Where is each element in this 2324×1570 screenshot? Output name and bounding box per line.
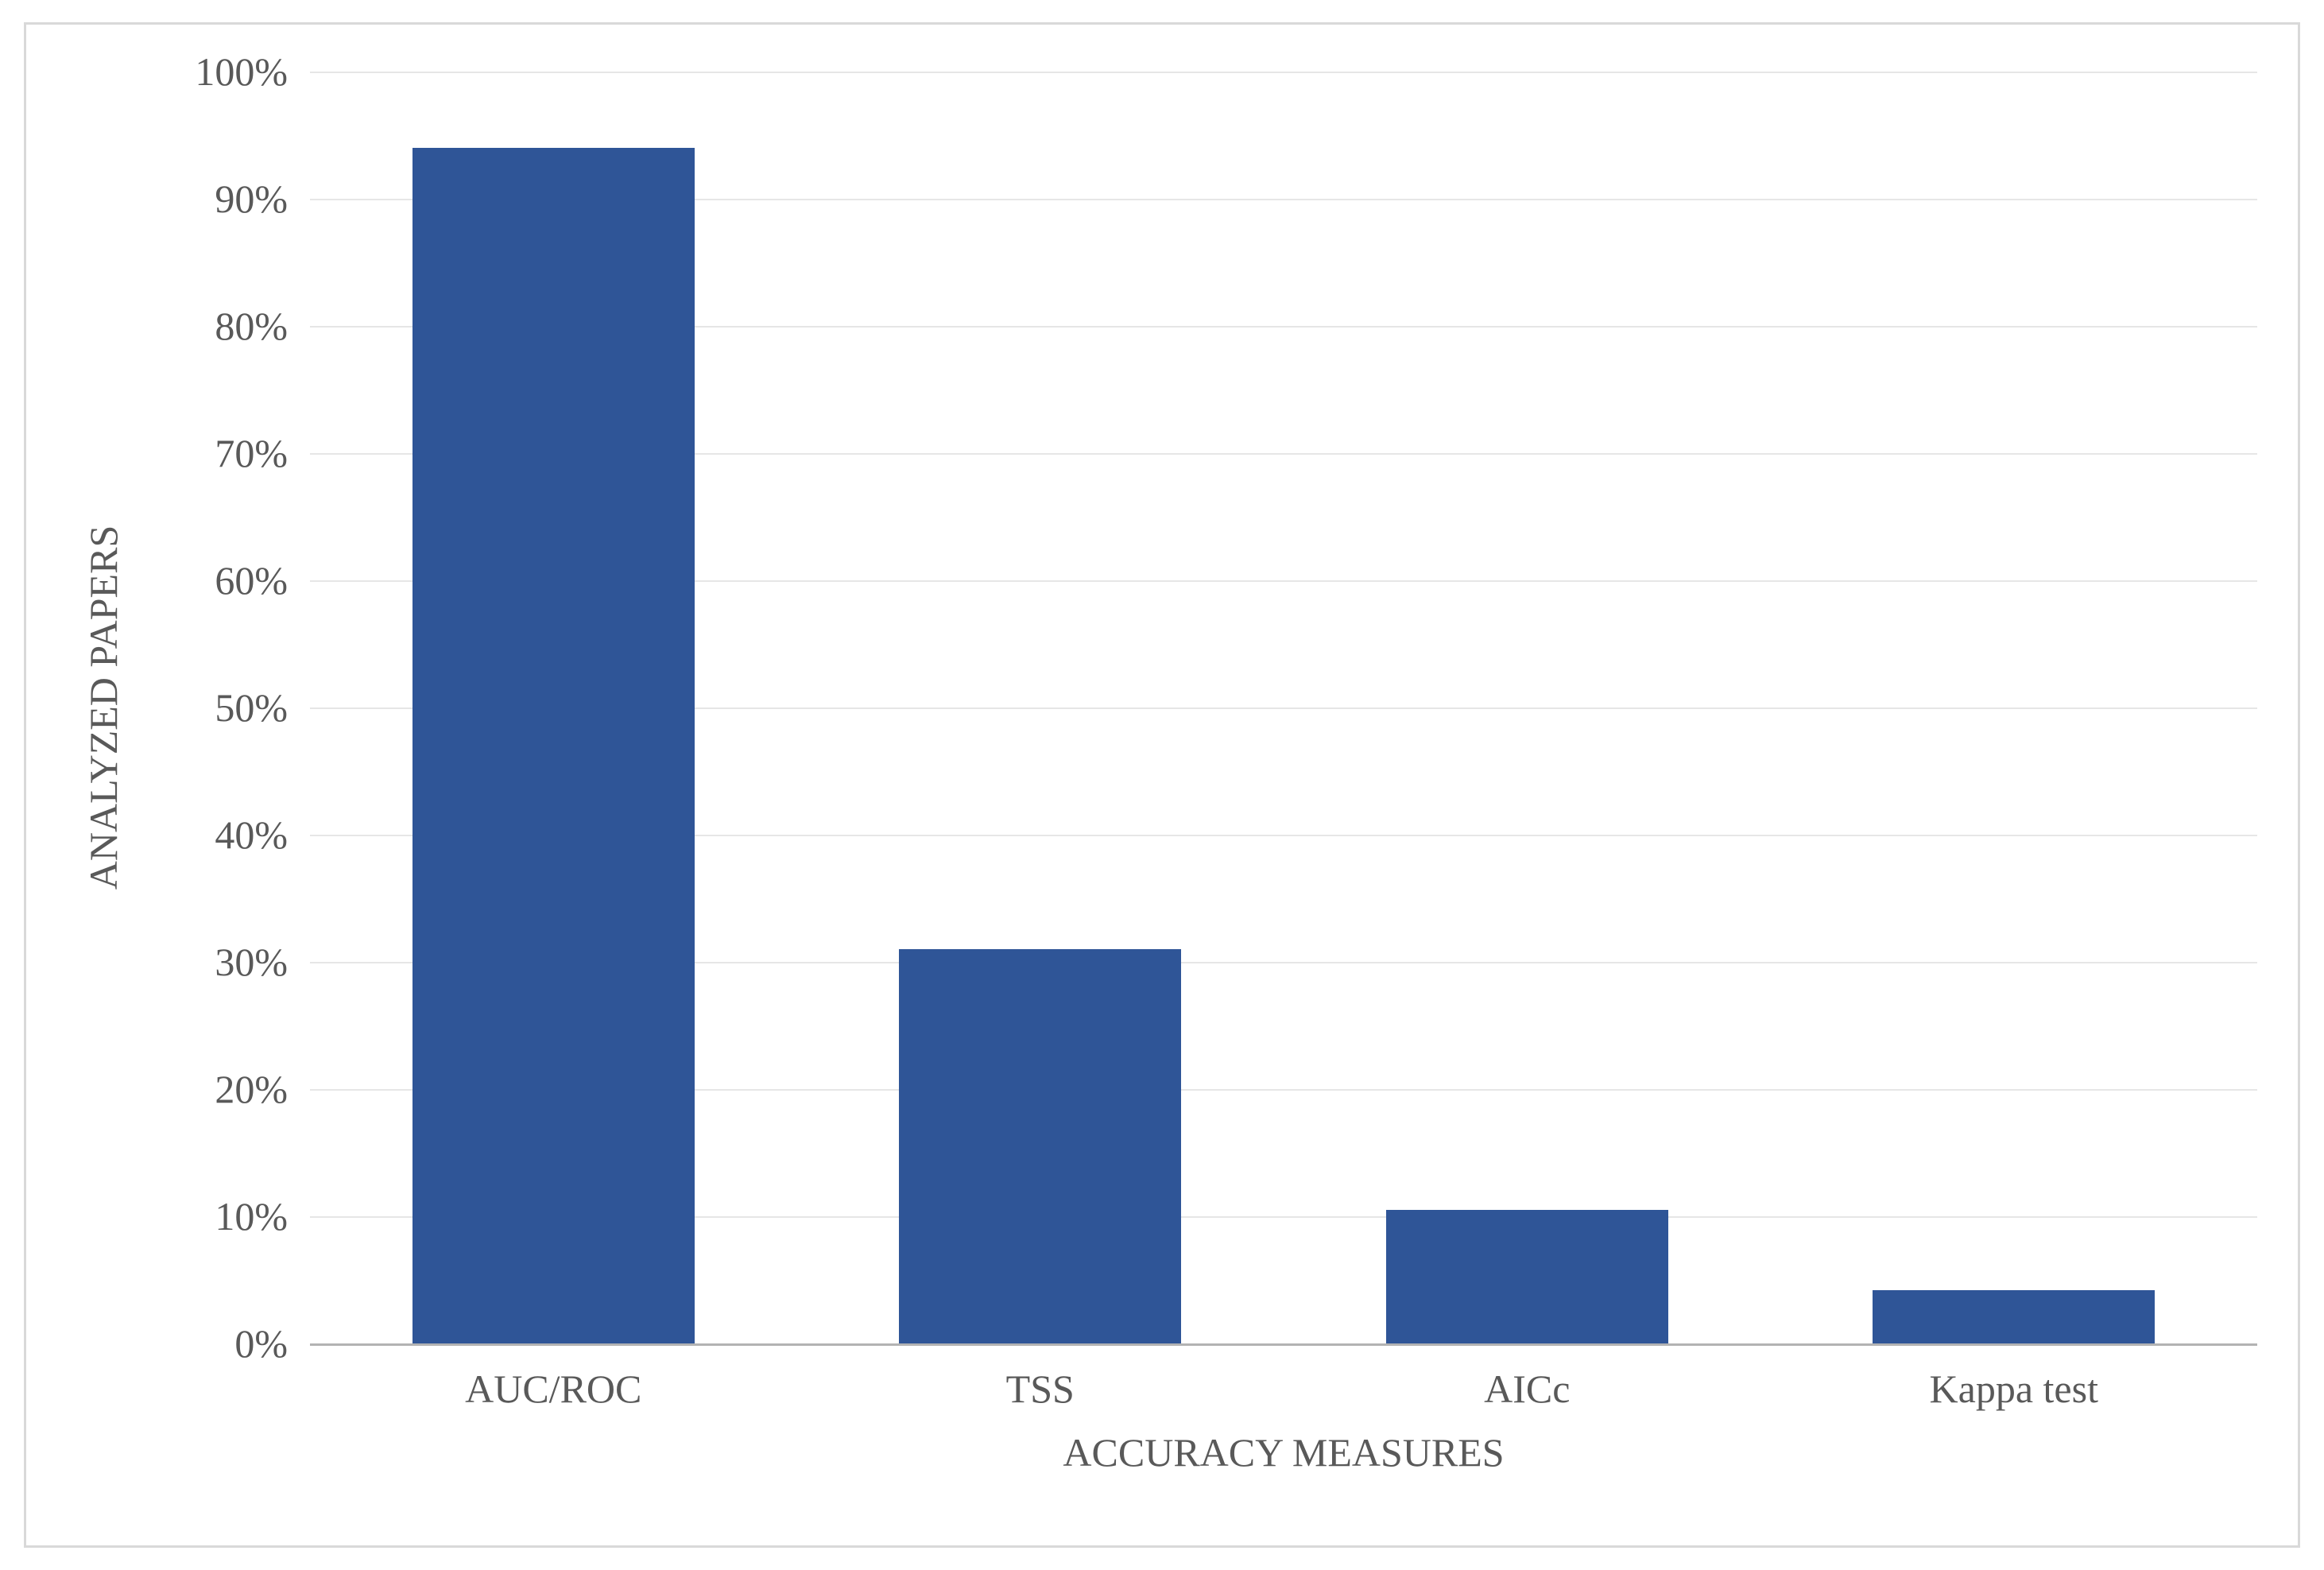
x-tick-label: TSS xyxy=(1006,1366,1075,1412)
x-axis-title: ACCURACY MEASURES xyxy=(1063,1429,1504,1475)
x-tick-label: AUC/ROC xyxy=(465,1366,641,1412)
y-tick-label: 100% xyxy=(195,48,288,95)
bar xyxy=(899,949,1181,1343)
y-tick-label: 70% xyxy=(215,430,288,476)
y-tick-label: 30% xyxy=(215,939,288,985)
x-tick-label: Kappa test xyxy=(1930,1366,2098,1412)
y-tick-label: 20% xyxy=(215,1066,288,1112)
y-tick-label: 0% xyxy=(234,1320,288,1366)
y-axis-title: ANALYZED PAPERS xyxy=(80,525,126,890)
x-tick-label: AICc xyxy=(1484,1366,1570,1412)
y-tick-label: 60% xyxy=(215,557,288,603)
bar xyxy=(413,148,695,1343)
accuracy-measures-bar-chart: 0% 10% 20% 30% 40% 50% 60% 70% 80% 90% 100% AUC/ROC… xyxy=(0,0,2324,1570)
gridline xyxy=(310,72,2257,73)
x-axis-baseline xyxy=(310,1343,2257,1346)
y-tick-label: 90% xyxy=(215,176,288,222)
bar xyxy=(1873,1290,2155,1343)
y-tick-label: 50% xyxy=(215,684,288,731)
y-tick-label: 40% xyxy=(215,812,288,858)
y-tick-label: 80% xyxy=(215,303,288,349)
bar xyxy=(1386,1210,1668,1343)
plot-area xyxy=(310,72,2257,1343)
y-tick-label: 10% xyxy=(215,1193,288,1239)
